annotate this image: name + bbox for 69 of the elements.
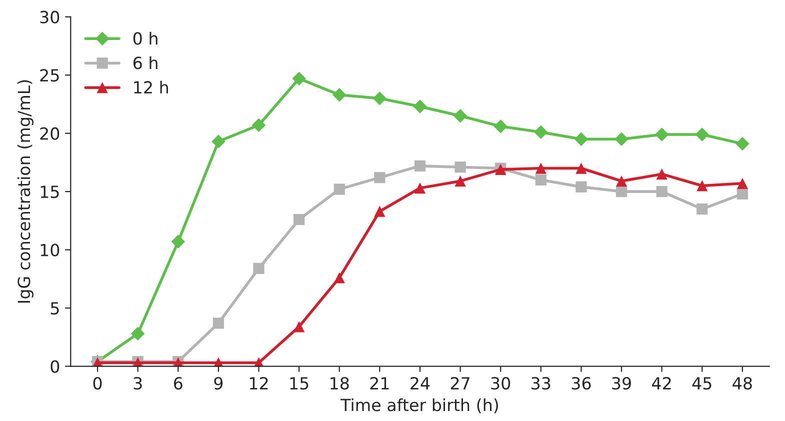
point bbox=[616, 176, 628, 187]
point bbox=[332, 88, 346, 102]
point bbox=[614, 132, 628, 146]
point bbox=[171, 234, 186, 249]
x-tick-label: 0 bbox=[93, 376, 102, 390]
point bbox=[494, 119, 508, 134]
point bbox=[656, 186, 668, 198]
point bbox=[414, 160, 426, 172]
point bbox=[736, 136, 750, 151]
legend-label: 6 h bbox=[133, 56, 158, 70]
x-tick-label: 9 bbox=[214, 376, 223, 390]
point bbox=[334, 272, 345, 284]
point bbox=[414, 182, 426, 194]
point bbox=[372, 92, 387, 106]
point bbox=[696, 180, 708, 192]
point bbox=[334, 184, 345, 195]
point bbox=[374, 206, 386, 217]
point bbox=[292, 72, 306, 86]
point bbox=[413, 100, 427, 114]
x-tick-label: 48 bbox=[732, 376, 752, 390]
point bbox=[535, 174, 546, 186]
point bbox=[294, 321, 305, 332]
x-tick-label: 30 bbox=[491, 376, 510, 390]
point bbox=[736, 188, 748, 200]
point bbox=[454, 176, 466, 187]
point bbox=[454, 162, 466, 173]
x-tick-label: 36 bbox=[572, 376, 591, 390]
x-tick-label: 12 bbox=[250, 376, 268, 390]
x-tick-label: 6 bbox=[174, 376, 182, 390]
y-tick-label: 0 bbox=[50, 360, 60, 373]
y-tick-label: 25 bbox=[40, 69, 59, 82]
point bbox=[252, 118, 266, 132]
point bbox=[294, 214, 305, 226]
y-axis-title: IgG concentration (mg/mL) bbox=[17, 80, 34, 303]
x-tick-label: 15 bbox=[290, 377, 308, 390]
x-tick-label: 18 bbox=[330, 376, 349, 390]
point bbox=[656, 168, 668, 180]
y-tick-label: 20 bbox=[40, 127, 60, 140]
x-tick-label: 33 bbox=[532, 376, 550, 390]
point bbox=[212, 134, 226, 148]
x-tick-label: 45 bbox=[692, 377, 712, 390]
x-tick-label: 21 bbox=[370, 376, 389, 390]
point bbox=[374, 172, 386, 184]
legend-label: 0 h bbox=[133, 32, 158, 45]
point bbox=[535, 162, 546, 174]
y-tick-label: 15 bbox=[40, 186, 59, 198]
point bbox=[453, 108, 468, 123]
x-axis-title: Time after birth (h) bbox=[340, 398, 498, 414]
point bbox=[130, 326, 145, 341]
x-tick-label: 24 bbox=[410, 376, 430, 390]
point bbox=[695, 128, 709, 142]
x-tick-label: 39 bbox=[612, 376, 631, 390]
y-tick-label: 10 bbox=[40, 244, 60, 256]
x-tick-label: 27 bbox=[450, 376, 470, 390]
point bbox=[576, 181, 587, 192]
point bbox=[696, 203, 708, 215]
x-tick-label: 3 bbox=[134, 376, 142, 390]
point bbox=[654, 128, 669, 142]
point bbox=[736, 178, 748, 189]
point bbox=[576, 162, 587, 174]
y-tick-label: 5 bbox=[50, 302, 59, 315]
point bbox=[212, 318, 224, 329]
x-tick-label: 42 bbox=[652, 376, 671, 390]
point bbox=[574, 132, 588, 146]
legend-label: 12 h bbox=[134, 80, 168, 94]
y-tick-label: 30 bbox=[40, 10, 60, 24]
point bbox=[616, 186, 628, 198]
point bbox=[253, 262, 264, 274]
point bbox=[534, 125, 548, 140]
